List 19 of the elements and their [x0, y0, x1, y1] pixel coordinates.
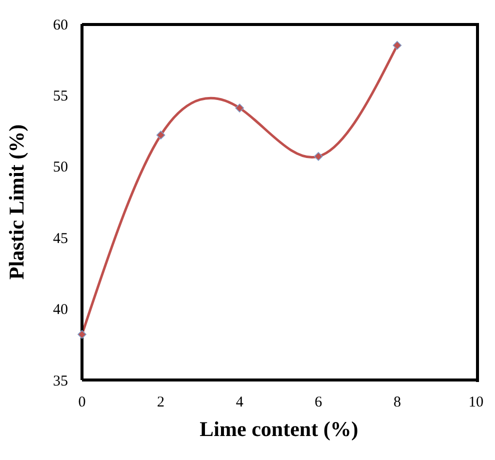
y-tick-label: 35	[53, 373, 68, 390]
point	[78, 330, 86, 339]
y-tick-label: 40	[53, 302, 68, 318]
x-tick-label: 8	[393, 394, 401, 411]
x-tick-label: 4	[236, 394, 244, 411]
x-tick-label: 0	[78, 394, 86, 411]
point	[235, 104, 244, 112]
point	[156, 130, 166, 140]
x-tick-label: 2	[157, 394, 165, 411]
y-tick-label: 55	[53, 88, 68, 105]
point	[392, 40, 402, 50]
point	[314, 152, 323, 161]
x-axis-title: Lime content (%)	[200, 417, 358, 441]
y-tick-label: 60	[53, 17, 68, 34]
x-tick-label: 10	[468, 394, 484, 411]
y-tick-label: 45	[53, 230, 68, 247]
x-tick-label: 6	[314, 394, 323, 411]
y-tick-label: 50	[53, 160, 68, 176]
y-axis-title: Plastic Limit (%)	[4, 124, 28, 280]
